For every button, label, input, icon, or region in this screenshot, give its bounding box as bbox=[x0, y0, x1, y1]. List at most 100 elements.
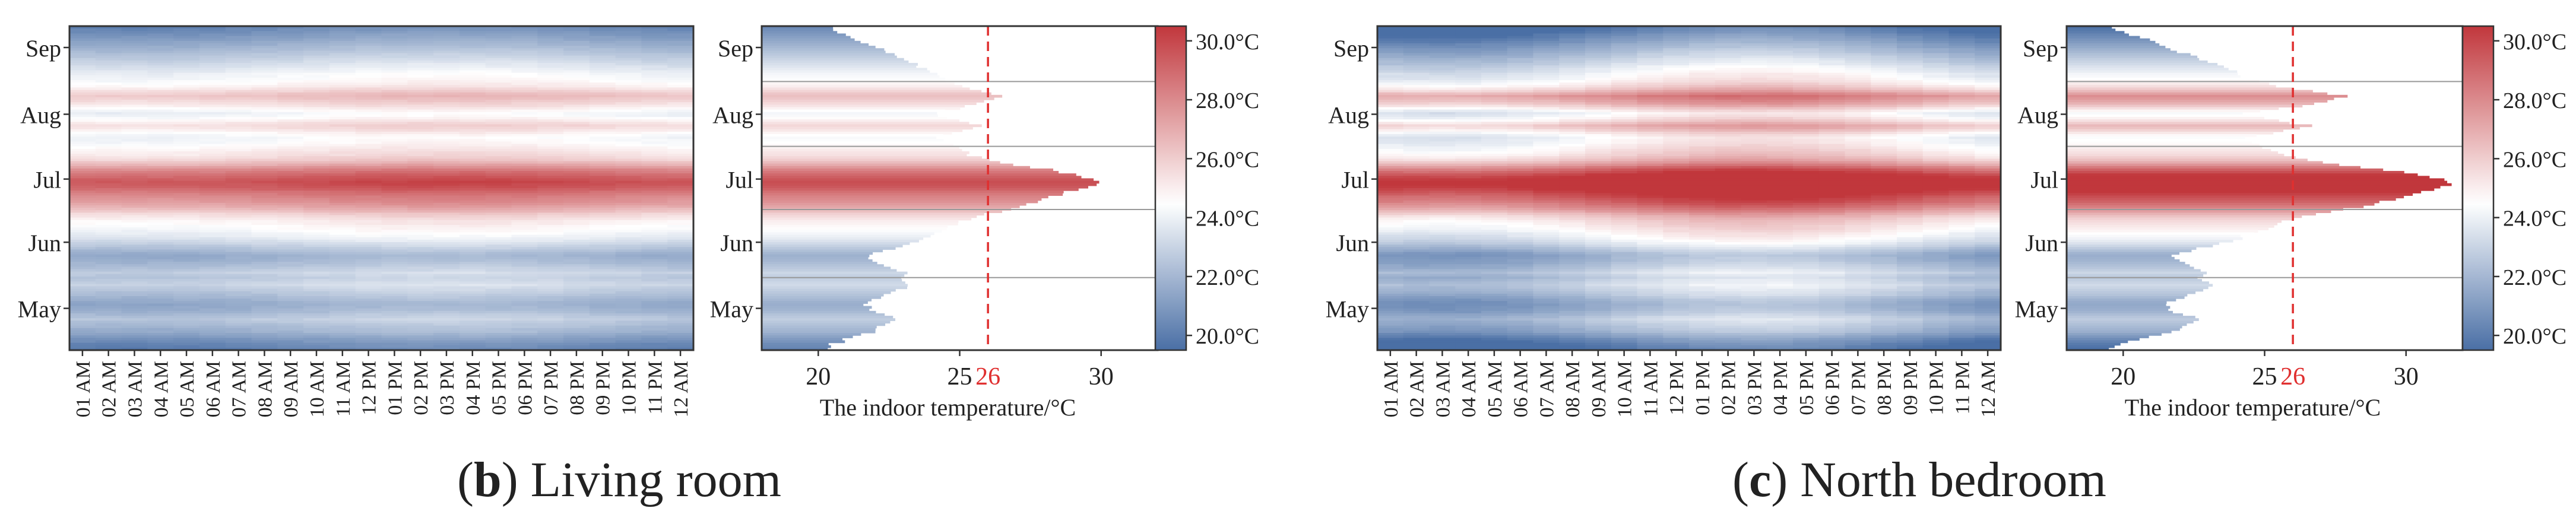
heatmap-cell bbox=[277, 58, 304, 61]
heatmap-cell bbox=[1507, 72, 1534, 76]
heatmap-cell bbox=[1871, 183, 1897, 186]
heatmap-cell bbox=[589, 205, 616, 208]
heatmap-cell bbox=[1767, 85, 1794, 88]
heatmap-cell bbox=[641, 104, 668, 108]
heatmap-cell bbox=[355, 276, 382, 280]
heatmap-cell bbox=[121, 225, 148, 228]
heatmap-cell bbox=[459, 234, 486, 238]
heatmap-cell bbox=[199, 72, 226, 76]
heatmap-cell bbox=[95, 183, 122, 186]
heatmap-cell bbox=[1922, 65, 1950, 68]
heatmap-cell bbox=[1637, 70, 1664, 74]
heatmap-cell bbox=[1845, 53, 1871, 56]
heatmap-cell bbox=[537, 281, 564, 284]
heatmap-cell bbox=[381, 97, 408, 100]
heatmap-cell bbox=[537, 276, 564, 280]
heatmap-cell bbox=[303, 318, 330, 321]
heatmap-cell bbox=[1793, 114, 1820, 118]
heatmap-cell bbox=[433, 65, 460, 68]
heatmap-cell bbox=[251, 269, 278, 272]
heatmap-cell bbox=[1559, 163, 1586, 167]
heatmap-cell bbox=[459, 154, 486, 157]
heatmap-cell bbox=[459, 161, 486, 164]
heatmap-cell bbox=[615, 117, 642, 120]
heatmap-cell bbox=[1403, 163, 1430, 167]
heatmap-cell bbox=[381, 316, 408, 319]
heatmap-cell bbox=[563, 325, 590, 329]
heatmap-cell bbox=[329, 50, 356, 54]
heatmap-cell bbox=[511, 284, 538, 287]
heatmap-cell bbox=[355, 271, 382, 275]
heatmap-cell bbox=[303, 306, 330, 309]
heatmap-cell bbox=[407, 141, 434, 145]
heatmap-cell bbox=[147, 247, 174, 250]
hour-label: 09 AM bbox=[280, 361, 302, 417]
heatmap-cell bbox=[511, 28, 538, 31]
heatmap-cell bbox=[147, 28, 174, 31]
heatmap-cell bbox=[589, 46, 616, 49]
heatmap-cell bbox=[355, 232, 382, 236]
heatmap-cell bbox=[251, 274, 278, 277]
heatmap-cell bbox=[459, 168, 486, 172]
heatmap-cell bbox=[251, 107, 278, 110]
heatmap-cell bbox=[121, 119, 148, 122]
heatmap-cell bbox=[1403, 50, 1430, 54]
heatmap-cell bbox=[69, 225, 96, 228]
heatmap-cell bbox=[329, 225, 356, 228]
heatmap-cell bbox=[615, 252, 642, 255]
heatmap-cell bbox=[459, 53, 486, 56]
heatmap-cell bbox=[1975, 63, 2001, 66]
heatmap-cell bbox=[277, 342, 304, 346]
heatmap-cell bbox=[1507, 80, 1534, 83]
heatmap-cell bbox=[563, 185, 590, 189]
heatmap-cell bbox=[1845, 171, 1871, 174]
heatmap-cell bbox=[641, 193, 668, 196]
heatmap-cell bbox=[1637, 158, 1664, 162]
heatmap-cell bbox=[563, 173, 590, 176]
heatmap-cell bbox=[277, 104, 304, 108]
heatmap-cell bbox=[329, 205, 356, 208]
heatmap-cell bbox=[1793, 60, 1820, 64]
heatmap-cell bbox=[121, 254, 148, 258]
heatmap-cell bbox=[251, 335, 278, 338]
heatmap-cell bbox=[615, 119, 642, 122]
heatmap-cell bbox=[1793, 139, 1820, 142]
heatmap-cell bbox=[199, 65, 226, 68]
heatmap-cell bbox=[121, 242, 148, 245]
heatmap-cell bbox=[1715, 72, 1742, 76]
heatmap-cell bbox=[329, 249, 356, 253]
heatmap-cell bbox=[329, 296, 356, 299]
heatmap-cell bbox=[1585, 55, 1612, 59]
heatmap-cell bbox=[433, 303, 460, 307]
heatmap-cell bbox=[251, 225, 278, 228]
heatmap-cell bbox=[433, 220, 460, 223]
heatmap-cell bbox=[199, 60, 226, 64]
heatmap-cell bbox=[1559, 141, 1586, 145]
heatmap-cell bbox=[537, 151, 564, 154]
heatmap-cell bbox=[199, 70, 226, 74]
hour-label: 07 AM bbox=[229, 361, 251, 417]
heatmap-cell bbox=[1533, 50, 1560, 54]
heatmap-cell bbox=[485, 176, 512, 179]
heatmap-cell bbox=[459, 60, 486, 64]
heatmap-cell bbox=[589, 232, 616, 236]
heatmap-cell bbox=[589, 65, 616, 68]
heatmap-cell bbox=[69, 252, 96, 255]
heatmap-cell bbox=[459, 36, 486, 39]
heatmap-cell bbox=[1767, 144, 1794, 147]
heatmap-cell bbox=[433, 347, 460, 351]
heatmap-cell bbox=[121, 320, 148, 324]
heatmap-cell bbox=[1533, 185, 1560, 189]
heatmap-cell bbox=[563, 65, 590, 68]
heatmap-cell bbox=[277, 158, 304, 162]
heatmap-cell bbox=[641, 259, 668, 262]
heatmap-cell bbox=[69, 303, 96, 307]
heatmap-cell bbox=[459, 58, 486, 61]
heatmap-cell bbox=[459, 262, 486, 265]
heatmap-cell bbox=[615, 234, 642, 238]
heatmap-cell bbox=[511, 63, 538, 66]
profile-bar bbox=[762, 173, 1076, 176]
heatmap-cell bbox=[1429, 163, 1456, 167]
heatmap-cell bbox=[1585, 53, 1612, 56]
heatmap-cell bbox=[1922, 129, 1950, 132]
